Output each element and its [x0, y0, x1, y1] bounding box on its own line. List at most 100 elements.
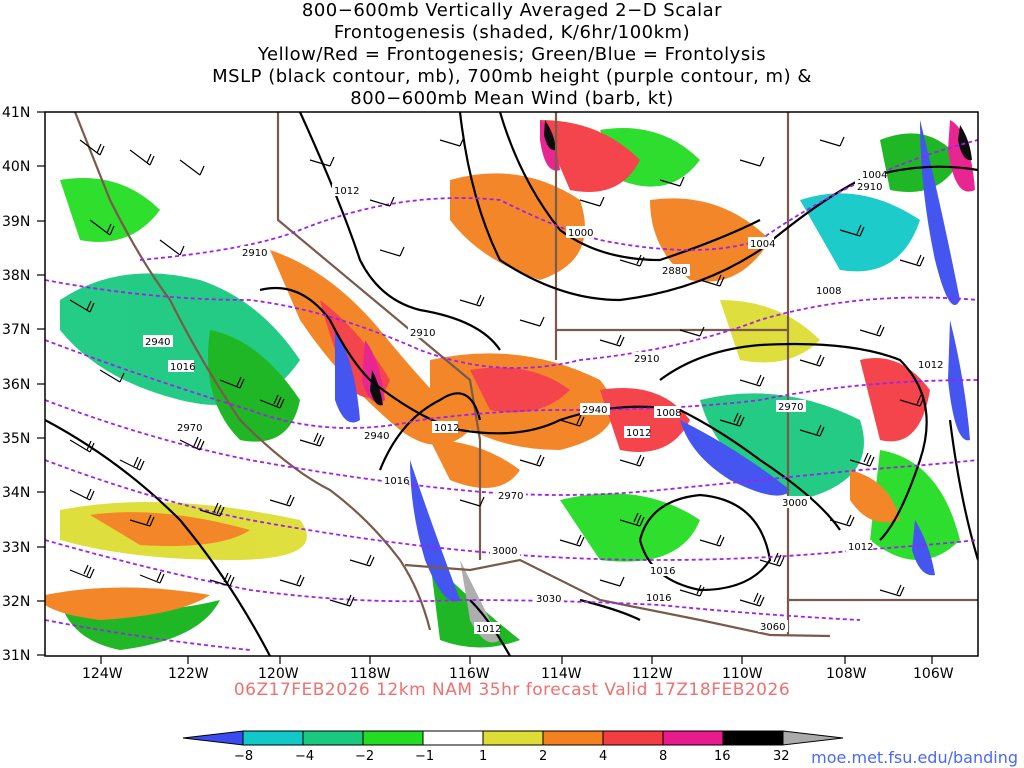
colorbar: −8 −4 −2 −1 1 2 4 8 16 32 — [182, 730, 844, 764]
wind-barbs — [69, 136, 925, 607]
lat-label: 36N — [2, 377, 30, 393]
mslp-label: 1008 — [654, 406, 681, 419]
colorbar-tick: 4 — [599, 749, 607, 764]
lon-label: 116W — [449, 666, 490, 682]
mslp-label: 1012 — [624, 426, 651, 439]
svg-text:3030: 3030 — [536, 594, 561, 605]
lon-label: 108W — [826, 666, 867, 682]
svg-text:2970: 2970 — [177, 423, 202, 434]
colorbar-swatch — [542, 730, 604, 746]
lat-label: 39N — [2, 214, 30, 230]
mslp-label: 1016 — [648, 564, 675, 577]
colorbar-tick: 16 — [714, 749, 731, 764]
mslp-label: 1008 — [814, 284, 841, 297]
mslp-label: 1016 — [168, 360, 195, 373]
svg-text:3000: 3000 — [492, 546, 517, 557]
svg-text:2940: 2940 — [364, 431, 389, 442]
title-block: 800−600mb Vertically Averaged 2−D Scalar… — [0, 0, 1024, 110]
svg-text:2940: 2940 — [145, 337, 170, 348]
mslp-label: 1012 — [916, 358, 943, 371]
mslp-label: 1012 — [474, 622, 501, 635]
svg-text:2940: 2940 — [582, 405, 607, 416]
height-label: 3000 — [490, 544, 520, 557]
svg-text:1008: 1008 — [656, 408, 681, 419]
lat-label: 35N — [2, 431, 30, 447]
svg-text:1016: 1016 — [650, 566, 675, 577]
lon-label: 124W — [82, 666, 123, 682]
lon-label: 114W — [541, 666, 582, 682]
svg-text:2880: 2880 — [662, 266, 687, 277]
lat-label: 41N — [2, 105, 30, 121]
lon-label: 112W — [632, 666, 673, 682]
mslp-label: 1012 — [332, 184, 359, 197]
mslp-label: 1016 — [644, 591, 671, 604]
svg-text:2910: 2910 — [410, 328, 435, 339]
lat-label: 32N — [2, 594, 30, 610]
svg-text:1012: 1012 — [334, 186, 359, 197]
svg-text:2910: 2910 — [634, 354, 659, 365]
credit-url[interactable]: moe.met.fsu.edu/banding — [811, 748, 1018, 767]
mslp-label: 1016 — [382, 474, 409, 487]
mslp-label: 1000 — [566, 226, 593, 239]
lat-label: 38N — [2, 268, 30, 284]
svg-text:1008: 1008 — [816, 286, 841, 297]
svg-text:2970: 2970 — [498, 491, 523, 502]
svg-text:1016: 1016 — [170, 362, 195, 373]
height-label: 2970 — [496, 489, 526, 502]
height-label: 3000 — [780, 496, 810, 509]
latitude-axis: 41N 40N 39N 38N 37N 36N 35N 34N 33N 32N … — [2, 105, 45, 664]
lon-label: 118W — [350, 666, 391, 682]
colorbar-swatch — [602, 730, 664, 746]
height-label: 2940 — [143, 335, 173, 348]
lon-label: 122W — [168, 666, 209, 682]
colorbar-swatch — [182, 730, 244, 746]
lon-label: 106W — [913, 666, 954, 682]
colorbar-tick: 1 — [479, 749, 487, 764]
lat-label: 37N — [2, 322, 30, 338]
colorbar-swatch — [482, 730, 544, 746]
longitude-axis: 124W 122W 120W 118W 116W 114W 112W 110W … — [82, 656, 954, 682]
height-label: 2970 — [776, 400, 806, 413]
title-line-1: 800−600mb Vertically Averaged 2−D Scalar — [301, 0, 723, 21]
height-label: 2910 — [855, 180, 885, 193]
title-line-2: Frontogenesis (shaded, K/6hr/100km) — [333, 22, 691, 43]
svg-text:1000: 1000 — [568, 228, 593, 239]
svg-text:1012: 1012 — [434, 423, 459, 434]
frontogenesis-shading — [45, 120, 975, 650]
map-plot-area: 1012 1000 1004 1004 1008 1008 1012 1016 … — [45, 112, 978, 656]
height-label: 3060 — [758, 620, 788, 633]
svg-text:1012: 1012 — [848, 542, 873, 553]
height-label: 2940 — [362, 429, 392, 442]
title-line-5: 800−600mb Mean Wind (barb, kt) — [350, 88, 674, 109]
colorbar-swatch — [422, 730, 484, 746]
height-label: 2940 — [580, 403, 610, 416]
svg-text:2970: 2970 — [778, 402, 803, 413]
mslp-label: 1004 — [748, 237, 775, 250]
colorbar-swatch — [662, 730, 724, 746]
colorbar-swatch — [782, 730, 844, 746]
svg-text:1012: 1012 — [626, 428, 651, 439]
svg-text:2910: 2910 — [857, 182, 882, 193]
svg-text:1004: 1004 — [862, 170, 887, 181]
contour-labels: 1012 1000 1004 1004 1008 1008 1012 1016 … — [143, 168, 943, 635]
colorbar-tick: −1 — [415, 749, 434, 764]
lat-label: 33N — [2, 540, 30, 556]
lat-label: 34N — [2, 485, 30, 501]
height-label: 3030 — [534, 592, 564, 605]
height-label: 2910 — [408, 326, 438, 339]
colorbar-swatch — [362, 730, 424, 746]
colorbar-tick: −8 — [234, 749, 253, 764]
title-line-3: Yellow/Red = Frontogenesis; Green/Blue =… — [257, 44, 767, 65]
height-label: 2910 — [632, 352, 662, 365]
political-boundaries — [73, 112, 978, 638]
colorbar-tick: −2 — [355, 749, 374, 764]
mslp-label: 1012 — [432, 421, 459, 434]
colorbar-tick: 8 — [659, 749, 667, 764]
height-label: 2910 — [240, 246, 270, 259]
svg-text:1012: 1012 — [918, 360, 943, 371]
svg-text:1004: 1004 — [750, 239, 775, 250]
height-label: 2880 — [660, 264, 690, 277]
mslp-label: 1004 — [860, 168, 887, 181]
colorbar-swatch — [242, 730, 304, 746]
